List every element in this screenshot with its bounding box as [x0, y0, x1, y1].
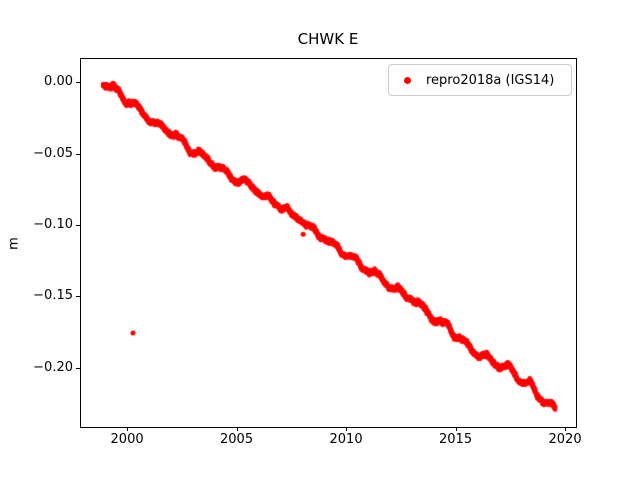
y-tick-label: −0.10 [33, 216, 73, 232]
y-tick-label: 0.00 [44, 74, 73, 90]
x-tick-label: 2000 [110, 432, 144, 447]
plot-area [80, 58, 577, 428]
legend-marker-icon [404, 76, 411, 84]
y-tick-label: −0.05 [33, 145, 73, 161]
x-tick-mark [565, 427, 567, 431]
x-tick-mark [127, 427, 129, 431]
y-tick-mark [76, 224, 80, 226]
x-tick-mark [346, 427, 348, 431]
y-axis-label: m [6, 237, 22, 250]
x-tick-mark [455, 427, 457, 431]
y-tick-label: −0.20 [33, 359, 73, 375]
y-tick-mark [76, 367, 80, 369]
chart-title: CHWK E [297, 30, 359, 48]
x-tick-label: 2015 [439, 432, 473, 447]
legend: repro2018a (IGS14) [388, 64, 572, 96]
x-tick-mark [236, 427, 238, 431]
y-tick-label: −0.15 [33, 288, 73, 304]
x-tick-label: 2005 [220, 432, 254, 447]
y-tick-mark [76, 153, 80, 155]
y-tick-mark [76, 82, 80, 84]
x-tick-label: 2020 [548, 432, 582, 447]
y-tick-mark [76, 296, 80, 298]
legend-label: repro2018a (IGS14) [426, 72, 555, 88]
x-tick-label: 2010 [329, 432, 363, 447]
